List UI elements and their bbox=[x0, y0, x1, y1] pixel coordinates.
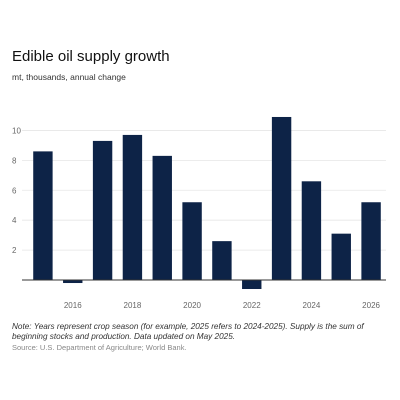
bar-2023 bbox=[271, 116, 292, 281]
bar-chart: 2 4 6 8 10 2016 2018 2020 2022 2024 2026 bbox=[12, 116, 386, 310]
chart-subtitle: mt, thousands, annual change bbox=[12, 72, 126, 82]
x-tick-label: 2026 bbox=[362, 301, 380, 310]
x-tick-label: 2020 bbox=[183, 301, 201, 310]
bar-2025 bbox=[331, 233, 351, 281]
bar-2018 bbox=[122, 134, 143, 281]
bar-2020 bbox=[182, 202, 202, 281]
bar-2016 bbox=[63, 280, 83, 284]
bar-2015 bbox=[33, 151, 53, 281]
bar-2022 bbox=[242, 280, 262, 290]
x-tick-label: 2022 bbox=[243, 301, 261, 310]
y-tick-label: 4 bbox=[12, 216, 17, 225]
x-tick-label: 2024 bbox=[303, 301, 321, 310]
bar-2017 bbox=[92, 140, 113, 281]
chart-note: Note: Years represent crop season (for e… bbox=[12, 322, 364, 342]
y-tick-label: 8 bbox=[12, 156, 17, 165]
bar-2021 bbox=[212, 241, 232, 281]
chart-title: Edible oil supply growth bbox=[12, 48, 170, 65]
y-tick-label: 6 bbox=[12, 186, 17, 195]
x-tick-label: 2018 bbox=[124, 301, 142, 310]
bar-2026 bbox=[361, 202, 381, 281]
y-tick-label: 2 bbox=[12, 246, 17, 255]
bar-2024 bbox=[301, 181, 322, 281]
x-tick-label: 2016 bbox=[64, 301, 82, 310]
chart-source: Source: U.S. Department of Agriculture; … bbox=[12, 343, 187, 352]
bar-2019 bbox=[152, 155, 172, 281]
y-tick-label: 10 bbox=[12, 126, 21, 135]
